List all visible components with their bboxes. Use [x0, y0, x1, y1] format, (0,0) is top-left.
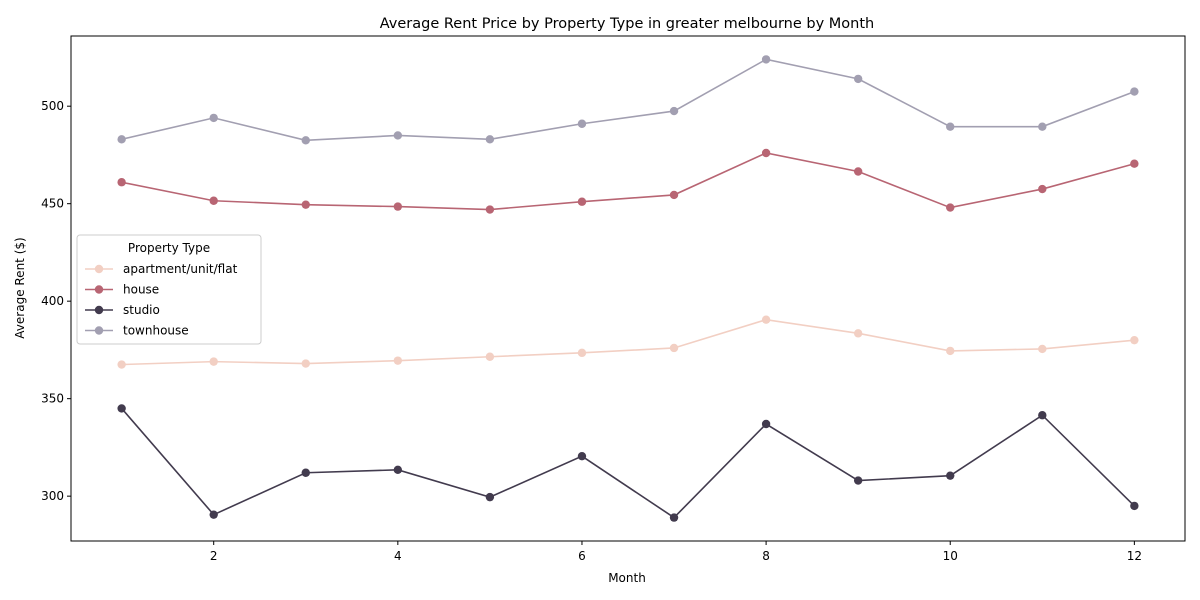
data-point	[393, 465, 403, 475]
data-point	[209, 357, 218, 366]
y-tick-label: 500	[41, 99, 64, 113]
data-point	[301, 468, 310, 477]
legend-box	[76, 234, 262, 345]
data-point	[301, 136, 310, 145]
data-point	[853, 476, 863, 485]
data-point	[485, 492, 495, 502]
legend-item: apartment/unit/flat	[85, 262, 238, 276]
data-point	[577, 451, 587, 461]
legend-marker	[94, 285, 104, 294]
series-line	[121, 407, 1135, 519]
data-point	[485, 135, 495, 144]
data-point	[946, 346, 955, 356]
data-point	[301, 359, 310, 368]
x-tick-label: 10	[943, 549, 958, 563]
data-point	[1130, 87, 1139, 96]
data-point	[1038, 122, 1047, 131]
data-point	[946, 122, 955, 131]
series-line	[121, 318, 1135, 366]
data-point	[1038, 411, 1047, 420]
data-point	[577, 119, 587, 128]
data-point	[669, 343, 679, 353]
data-point	[1130, 335, 1139, 345]
data-point	[209, 196, 218, 205]
data-point	[761, 419, 771, 429]
data-point	[393, 131, 403, 140]
data-point	[1130, 159, 1139, 168]
x-tick-label: 2	[210, 549, 218, 563]
data-point	[301, 200, 310, 209]
data-point	[946, 471, 955, 480]
chart-title: Average Rent Price by Property Type in g…	[380, 16, 875, 32]
y-tick-label: 450	[41, 197, 64, 211]
y-tick-label: 400	[41, 294, 64, 308]
series-studio	[117, 404, 1139, 522]
data-point	[761, 148, 771, 158]
data-point	[669, 190, 679, 200]
x-axis-label: Month	[608, 571, 646, 585]
data-point	[853, 329, 863, 338]
legend: Property Type apartment/unit/flat house stu…	[76, 234, 262, 345]
data-point	[209, 510, 218, 519]
data-point	[761, 55, 771, 64]
series-townhouse	[117, 55, 1139, 145]
x-tick-label: 12	[1127, 549, 1142, 563]
data-point	[117, 360, 126, 369]
legend-item: townhouse	[85, 324, 189, 338]
data-point	[853, 74, 863, 84]
data-point	[209, 113, 218, 123]
data-point	[669, 106, 679, 116]
plot-frame	[70, 35, 1186, 542]
data-point	[577, 197, 587, 206]
plot-area	[117, 55, 1139, 522]
data-point	[1130, 501, 1139, 511]
legend-marker	[94, 264, 104, 274]
data-point	[393, 356, 403, 365]
legend-label: house	[123, 283, 159, 297]
series-line	[121, 58, 1135, 142]
legend-title: Property Type	[128, 241, 210, 255]
legend-marker	[94, 305, 104, 315]
legend-label: apartment/unit/flat	[123, 262, 238, 276]
data-point	[117, 178, 126, 187]
data-point	[485, 205, 495, 214]
legend-label: studio	[123, 303, 160, 317]
data-point	[946, 203, 955, 212]
data-point	[577, 348, 587, 358]
data-point	[761, 315, 771, 324]
legend-item: studio	[85, 303, 160, 317]
data-point	[669, 513, 679, 522]
data-point	[853, 167, 863, 176]
y-axis: 300 350 400 450 500	[41, 99, 71, 503]
data-point	[117, 135, 126, 144]
y-tick-label: 350	[41, 392, 64, 406]
series-house	[117, 148, 1139, 214]
x-axis: 2 4 6 8 10 12	[210, 541, 1142, 563]
data-point	[117, 404, 126, 413]
legend-item: house	[85, 283, 159, 297]
y-tick-label: 300	[41, 489, 64, 503]
data-point	[1038, 344, 1047, 354]
data-point	[485, 352, 495, 361]
series-apartment-unit-flat	[117, 315, 1139, 369]
legend-marker	[94, 326, 104, 335]
x-tick-label: 4	[394, 549, 402, 563]
x-tick-label: 6	[578, 549, 586, 563]
data-point	[1038, 184, 1047, 194]
series-line	[121, 152, 1135, 211]
data-point	[393, 202, 403, 211]
x-tick-label: 8	[762, 549, 770, 563]
legend-label: townhouse	[123, 324, 189, 338]
y-axis-label: Average Rent ($)	[13, 237, 27, 338]
